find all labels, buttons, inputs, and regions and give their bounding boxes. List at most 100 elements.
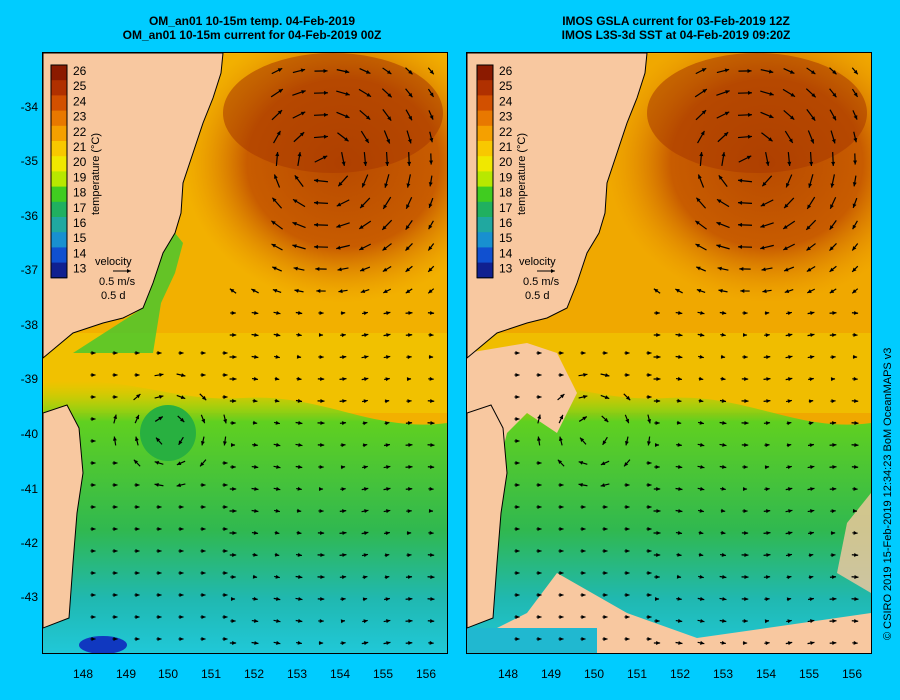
current-arrowhead — [408, 619, 413, 624]
current-vectors — [90, 67, 435, 646]
current-arrowhead — [428, 267, 433, 272]
current-arrowhead — [787, 377, 793, 382]
colorbar-swatch — [477, 110, 493, 127]
current-arrowhead — [515, 439, 520, 443]
current-arrowhead — [408, 487, 413, 492]
current-arrowhead — [201, 373, 206, 377]
current-arrowhead — [91, 461, 96, 465]
current-arrowhead — [854, 596, 859, 601]
current-arrowhead — [274, 376, 280, 381]
current-arrowhead — [158, 416, 163, 421]
lon-tick-label: 152 — [243, 667, 265, 681]
current-arrowhead — [272, 288, 278, 293]
colorbar-swatch — [477, 156, 493, 172]
current-arrowhead — [345, 114, 350, 118]
cool-patch — [467, 628, 597, 653]
current-arrowhead — [581, 527, 586, 531]
current-arrowhead — [700, 464, 705, 469]
current-arrowhead — [765, 641, 770, 646]
current-arrowhead — [656, 376, 661, 381]
current-arrowhead — [559, 483, 564, 487]
current-arrowhead — [201, 549, 206, 553]
current-arrowhead — [223, 351, 228, 355]
current-arrowhead — [809, 575, 814, 580]
colorbar-frame — [476, 64, 494, 279]
current-arrowhead — [724, 111, 730, 116]
current-arrowhead — [428, 224, 433, 230]
current-arrowhead — [91, 571, 96, 575]
current-arrowhead — [297, 376, 302, 381]
current-arrowhead — [341, 597, 346, 602]
current-arrowhead — [297, 398, 303, 403]
current-arrowhead — [253, 442, 258, 447]
current-arrowhead — [344, 69, 350, 74]
current-arrowhead — [829, 267, 834, 272]
current-arrowhead — [342, 377, 347, 382]
colorbar-tick: 19 — [499, 170, 513, 184]
current-arrowhead — [716, 199, 722, 204]
current-arrowhead — [581, 351, 586, 355]
current-arrowhead — [789, 115, 795, 120]
current-arrowhead — [385, 443, 390, 448]
current-arrowhead — [430, 420, 435, 425]
current-arrowhead — [297, 332, 302, 337]
current-arrowhead — [695, 243, 700, 248]
current-arrowhead — [275, 442, 281, 447]
current-arrowhead — [365, 69, 371, 74]
current-arrowhead — [676, 420, 682, 425]
current-arrowhead — [323, 90, 328, 95]
current-arrowhead — [760, 245, 765, 250]
current-arrowhead — [722, 442, 727, 447]
current-arrowhead — [386, 487, 391, 492]
current-arrowhead — [344, 137, 349, 142]
current-arrowhead — [429, 160, 434, 165]
current-arrowhead — [625, 418, 630, 424]
current-arrowhead — [700, 310, 705, 315]
current-arrowhead — [135, 549, 140, 553]
current-arrowhead — [655, 420, 660, 425]
current-arrowhead — [200, 441, 205, 446]
current-arrowhead — [254, 640, 259, 645]
colorbar-tick: 16 — [73, 216, 87, 230]
current-arrowhead — [656, 508, 661, 513]
current-arrowhead — [830, 377, 836, 382]
current-arrowhead — [232, 508, 237, 513]
current-arrowhead — [300, 111, 306, 116]
current-arrowhead — [364, 509, 369, 514]
cold-patch — [79, 636, 127, 653]
current-arrowhead — [407, 161, 412, 166]
lon-tick-label: 150 — [583, 667, 605, 681]
current-arrowhead — [656, 332, 661, 337]
no-data-region — [837, 493, 871, 593]
current-arrowhead — [364, 531, 369, 536]
current-arrowhead — [807, 289, 812, 293]
current-arrowhead — [515, 417, 520, 421]
current-arrowhead — [340, 465, 346, 470]
current-arrowhead — [765, 333, 770, 338]
current-arrowhead — [386, 641, 391, 646]
current-arrowhead — [765, 487, 770, 492]
current-arrowhead — [180, 417, 185, 423]
current-arrowhead — [179, 593, 184, 597]
current-arrowhead — [721, 486, 726, 491]
velocity-legend-title: velocity — [519, 256, 556, 268]
current-arrowhead — [359, 225, 364, 229]
current-arrowhead — [299, 132, 305, 137]
current-arrowhead — [223, 593, 228, 597]
current-arrowhead — [319, 310, 324, 315]
current-arrowhead — [559, 505, 564, 509]
lon-tick-label: 151 — [626, 667, 648, 681]
current-arrowhead — [832, 70, 837, 75]
current-arrowhead — [696, 288, 702, 293]
current-arrowhead — [157, 505, 162, 509]
current-arrowhead — [113, 395, 118, 399]
current-arrowhead — [600, 461, 606, 466]
current-arrowhead — [232, 354, 237, 359]
current-arrowhead — [429, 69, 434, 75]
current-arrowhead — [272, 197, 277, 203]
current-arrowhead — [296, 354, 302, 359]
current-arrowhead — [320, 420, 325, 425]
current-arrowhead — [764, 619, 770, 624]
current-arrowhead — [809, 355, 815, 360]
current-arrowhead — [625, 505, 630, 509]
